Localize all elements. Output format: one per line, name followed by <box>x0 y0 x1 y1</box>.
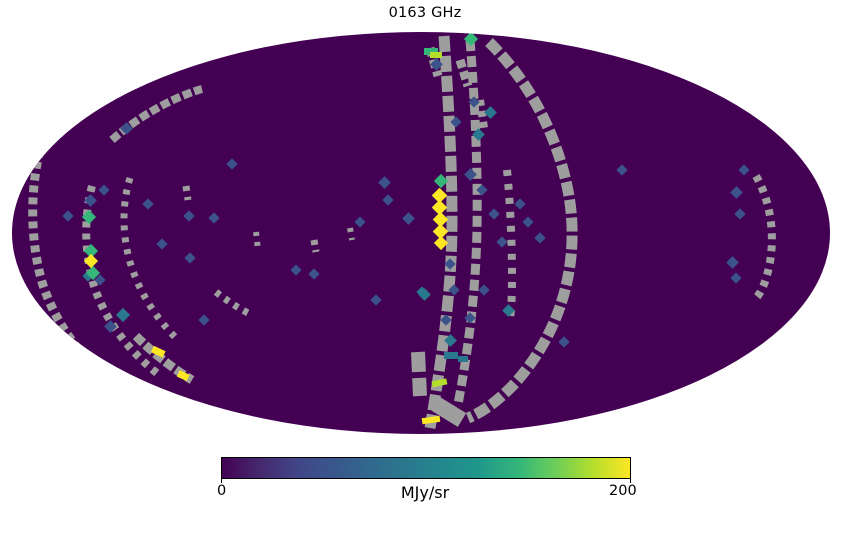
valued-pixel-tracks <box>62 32 750 425</box>
colorbar-unit-label: MJy/sr <box>400 483 450 502</box>
colorbar-min-label: 0 <box>217 483 227 499</box>
colorbar-tick-min <box>221 457 223 483</box>
sky-map <box>12 32 830 434</box>
figure-title: 0163 GHz <box>388 5 462 21</box>
mollweide-projection <box>12 32 830 434</box>
map-background-ellipse <box>12 32 830 434</box>
colorbar[interactable] <box>221 457 631 479</box>
colorbar-max-label: 200 <box>609 483 637 499</box>
colorbar-gradient <box>221 457 631 479</box>
colorbar-tick-max <box>630 457 632 483</box>
map-pixels <box>28 32 776 429</box>
